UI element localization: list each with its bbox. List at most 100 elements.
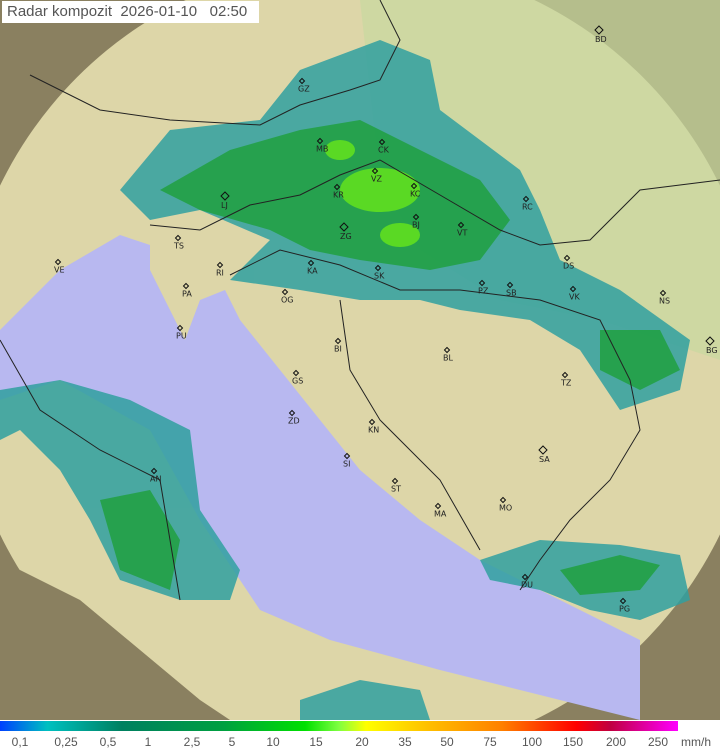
legend-tick: 0,25: [54, 735, 78, 749]
city-marker-icon: [563, 254, 571, 262]
city-marker-icon: [174, 234, 182, 242]
radar-echoes-moderate: [100, 120, 680, 595]
radar-map[interactable]: BD GZ MB CK VZ KC KR LJ ZG BJ VT RC TS VE RI KA SK DS PZ SB…: [0, 0, 720, 720]
city-labels: BD GZ MB CK VZ KC KR LJ ZG BJ VT RC TS VE RI KA SK DS PZ SB…: [54, 25, 718, 614]
city-marker-icon: [499, 496, 507, 504]
city-label-mo: MO: [499, 504, 512, 513]
city-marker-icon: [281, 288, 289, 296]
title-date: 2026-01-10: [120, 3, 198, 20]
city-label-kr: KR: [333, 191, 344, 200]
city-label-vk: VK: [569, 293, 580, 302]
city-marker-icon: [412, 213, 420, 221]
legend-tick: 35: [398, 735, 412, 749]
city-label-bg: BG: [706, 346, 718, 355]
city-label-bi: BI: [334, 345, 342, 354]
city-marker-icon: [316, 137, 324, 145]
city-label-bj: BJ: [412, 221, 420, 230]
legend-unit: mm/h: [681, 735, 711, 749]
city-marker-icon: [292, 369, 300, 377]
city-label-sk: SK: [374, 272, 385, 281]
city-label-pa: PA: [182, 290, 192, 299]
city-label-st: ST: [391, 485, 401, 494]
city-label-tz: TZ: [560, 379, 572, 388]
city-label-ri: RI: [216, 269, 224, 278]
city-marker-icon: [182, 282, 190, 290]
city-marker-icon: [705, 336, 715, 346]
city-marker-icon: [457, 221, 465, 229]
legend-tick: 20: [355, 735, 369, 749]
city-label-zd: ZD: [288, 417, 300, 426]
city-marker-icon: [216, 261, 224, 269]
city-label-vt: VT: [457, 229, 467, 238]
city-label-pg: PG: [619, 605, 630, 614]
city-marker-icon: [374, 264, 382, 272]
city-marker-icon: [339, 222, 349, 232]
city-marker-icon: [443, 346, 451, 354]
city-label-lj: LJ: [221, 201, 228, 210]
city-label-ds: DS: [563, 262, 574, 271]
city-label-mb: MB: [316, 145, 328, 154]
city-marker-icon: [594, 25, 604, 35]
country-borders: [0, 0, 720, 601]
city-marker-icon: [538, 445, 548, 455]
city-label-du: DU: [521, 581, 533, 590]
legend-tick: 150: [562, 735, 584, 749]
map-title: Radar kompozit 2026-01-10 02:50: [2, 1, 260, 23]
pannonian-plain: [360, 0, 720, 360]
legend-tick: 200: [605, 735, 627, 749]
legend-tick: 50: [440, 735, 454, 749]
city-label-ns: NS: [659, 297, 670, 306]
legend-tick: 2,5: [183, 735, 201, 749]
title-label: Radar kompozit: [7, 3, 113, 20]
legend-tick: 10: [266, 735, 280, 749]
radar-echoes-heavy: [325, 140, 420, 247]
legend-tick: 100: [521, 735, 543, 749]
city-marker-icon: [506, 281, 514, 289]
city-marker-icon: [371, 167, 379, 175]
legend-tick: 15: [309, 735, 323, 749]
city-marker-icon: [434, 502, 442, 510]
city-marker-icon: [521, 573, 529, 581]
city-marker-icon: [368, 418, 376, 426]
city-marker-icon: [569, 285, 577, 293]
city-marker-icon: [54, 258, 62, 266]
outside-coverage-edges: [0, 0, 720, 720]
city-label-an: AN: [150, 475, 161, 484]
city-label-pz: PZ: [478, 287, 489, 296]
city-marker-icon: [176, 324, 184, 332]
city-label-sa: SA: [539, 455, 550, 464]
adriatic-sea: [0, 235, 640, 720]
city-marker-icon: [307, 259, 315, 267]
city-label-rc: RC: [522, 203, 533, 212]
city-label-si: SI: [343, 460, 350, 469]
title-time: 02:50: [209, 3, 248, 20]
legend-tick: 0,1: [11, 735, 29, 749]
city-marker-icon: [522, 195, 530, 203]
legend-tick: 1: [144, 735, 152, 749]
city-label-og: OG: [281, 296, 294, 305]
city-marker-icon: [220, 191, 230, 201]
city-label-gz: GZ: [298, 85, 310, 94]
legend-color-bar: [0, 721, 678, 731]
city-marker-icon: [478, 279, 486, 287]
legend-tick: 0,5: [99, 735, 117, 749]
color-legend: 0,1 0,25 0,5 1 2,5 5 10 15 20 35 50 75 100 150 200 250 …: [0, 720, 720, 751]
city-marker-icon: [298, 77, 306, 85]
city-label-pu: PU: [176, 332, 187, 341]
city-label-ma: MA: [434, 510, 447, 519]
city-label-ka: KA: [307, 267, 318, 276]
city-label-ve: VE: [54, 266, 65, 275]
city-label-ts: TS: [173, 242, 184, 251]
city-marker-icon: [561, 371, 569, 379]
city-label-vz: VZ: [371, 175, 382, 184]
city-marker-icon: [288, 409, 296, 417]
city-marker-icon: [410, 182, 418, 190]
city-marker-icon: [659, 289, 667, 297]
city-label-sb: SB: [506, 289, 517, 298]
city-label-bd: BD: [595, 35, 607, 44]
city-label-gs: GS: [292, 377, 303, 386]
legend-tick: 75: [483, 735, 497, 749]
city-marker-icon: [343, 452, 351, 460]
city-label-kn: KN: [368, 426, 379, 435]
city-marker-icon: [378, 138, 386, 146]
